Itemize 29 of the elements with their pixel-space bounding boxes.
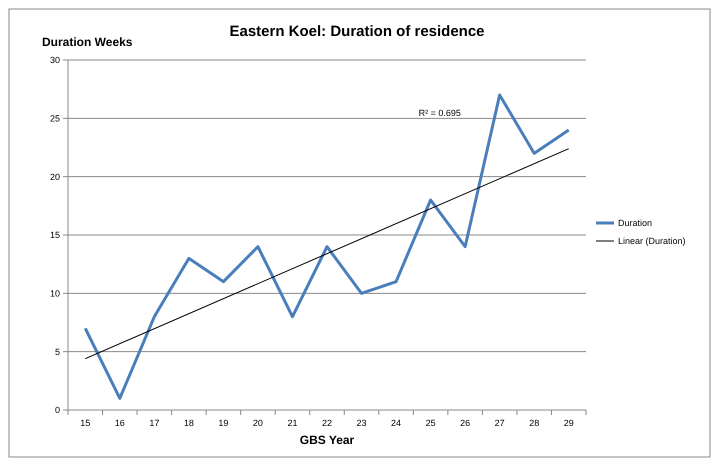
x-tick-label: 24 [391,418,402,428]
y-tick-label: 10 [50,288,60,298]
legend-label: Duration [618,218,652,228]
x-tick-label: 23 [356,418,367,428]
x-tick-label: 16 [114,418,125,428]
x-tick-label: 28 [529,418,540,428]
y-tick-label: 5 [54,346,60,357]
x-tick-label: 19 [218,418,228,428]
x-axis-title: GBS Year [300,433,355,447]
x-tick-label: 18 [184,418,194,428]
y-axis-title: Duration Weeks [42,35,133,49]
x-tick-label: 26 [460,418,470,428]
y-tick-label: 25 [50,113,60,124]
x-tick-label: 27 [494,418,505,428]
x-tick-label: 25 [426,418,436,428]
x-tick-label: 29 [564,418,574,428]
x-tick-label: 17 [149,418,160,428]
x-tick-label: 15 [80,418,90,428]
annotation: R² = 0.695 [418,108,461,118]
x-tick-label: 21 [287,418,298,428]
legend-label: Linear (Duration) [618,236,686,246]
y-tick-label: 0 [54,405,60,416]
line-series [84,94,570,400]
x-tick-label: 20 [252,418,263,428]
y-tick-label: 20 [50,172,60,182]
y-tick-label: 15 [50,230,60,240]
y-tick-label: 30 [50,55,60,66]
x-tick-label: 22 [322,418,332,428]
chart-title: Eastern Koel: Duration of residence [229,23,485,40]
